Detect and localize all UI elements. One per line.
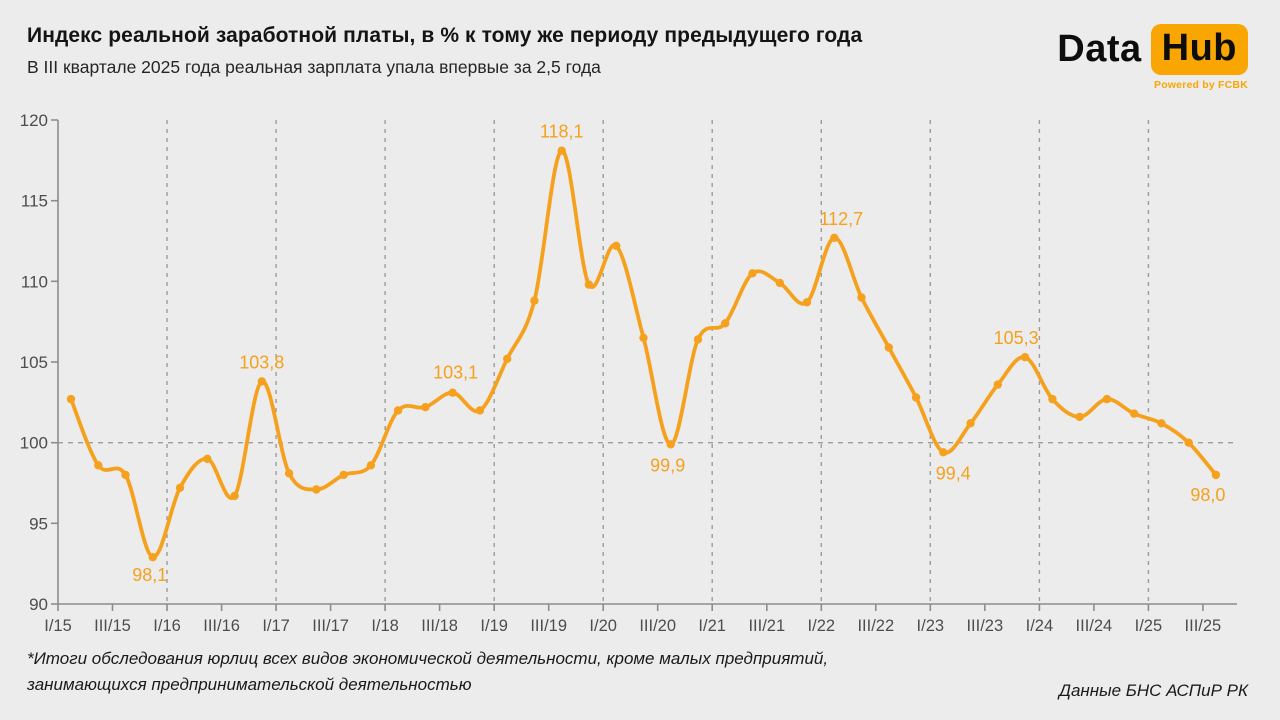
x-tick-label-I/17: I/17 xyxy=(262,617,290,635)
data-point-III/21 xyxy=(775,278,784,288)
wage-index-line xyxy=(69,148,1218,560)
data-point-III/16 xyxy=(230,491,239,501)
x-tick-label-I/24: I/24 xyxy=(1026,617,1054,635)
y-tick-label-105: 105 xyxy=(20,353,48,372)
data-point-I/24 xyxy=(1048,394,1057,404)
y-tick-label-110: 110 xyxy=(21,272,48,291)
y-tick-label-100: 100 xyxy=(20,434,48,453)
footnote-line-1: *Итоги обследования юрлиц всех видов эко… xyxy=(27,649,829,668)
data-label-III/18: 103,1 xyxy=(433,363,478,383)
data-point-I/21 xyxy=(721,319,730,328)
data-point-II/17 xyxy=(312,485,321,494)
x-tick-label-III/17: III/17 xyxy=(312,617,349,635)
x-tick-label-I/18: I/18 xyxy=(371,617,399,635)
x-tick-label-III/23: III/23 xyxy=(966,617,1003,635)
data-point-III/25 xyxy=(1211,470,1221,480)
chart-title: Индекс реальной заработной платы, в % к … xyxy=(27,24,863,47)
logo-text-hub: Hub xyxy=(1150,24,1248,75)
data-label-III/25: 98,0 xyxy=(1190,485,1225,505)
data-label-I/22: 112,7 xyxy=(819,209,863,229)
data-point-III/20 xyxy=(666,440,675,449)
data-point-IV/17 xyxy=(366,461,376,470)
data-label-I/23: 99,4 xyxy=(936,463,971,483)
data-point-I/17 xyxy=(284,469,294,478)
data-point-II/25 xyxy=(1184,438,1193,447)
y-tick-label-115: 115 xyxy=(21,192,48,211)
data-label-IV/16: 103,8 xyxy=(239,352,284,372)
y-tick-label-95: 95 xyxy=(29,514,48,533)
data-point-I/25 xyxy=(1157,419,1166,428)
data-point-IV/16 xyxy=(257,377,266,386)
data-label-III/20: 99,9 xyxy=(650,455,685,475)
data-source: Данные БНС АСПиР РК xyxy=(1058,681,1248,700)
data-point-II/22 xyxy=(857,293,866,302)
x-tick-label-I/25: I/25 xyxy=(1135,617,1163,635)
datahub-logo-wordmark: Data Hub xyxy=(1057,24,1248,75)
data-point-II/19 xyxy=(530,296,539,305)
logo-text-data: Data xyxy=(1057,28,1142,70)
data-label-III/19: 118,1 xyxy=(540,122,584,142)
data-point-III/18 xyxy=(448,388,457,397)
data-label-IV/15: 98,1 xyxy=(132,565,167,585)
data-point-II/21 xyxy=(748,269,757,278)
data-point-I/18 xyxy=(393,406,403,415)
x-tick-label-III/24: III/24 xyxy=(1076,617,1113,635)
footnote: *Итоги обследования юрлиц всех видов эко… xyxy=(27,646,828,697)
real-wage-index-line-chart: 90 95 100 105 110 115 120 I/15 III/15 I/16 III/16 I… xyxy=(20,111,1237,635)
x-tick-label-I/15: I/15 xyxy=(44,617,72,635)
data-point-II/18 xyxy=(421,403,430,412)
data-point-I/19 xyxy=(503,354,512,363)
x-tick-label-III/25: III/25 xyxy=(1185,617,1222,635)
data-point-II/20 xyxy=(639,333,648,342)
data-point-III/15 xyxy=(121,470,130,480)
data-point-II/24 xyxy=(1075,412,1084,422)
data-point-III/19 xyxy=(557,146,566,155)
x-tick-label-I/19: I/19 xyxy=(480,617,508,635)
data-label-IV/23: 105,3 xyxy=(994,328,1039,348)
data-point-I/15 xyxy=(66,394,76,404)
data-point-IV/20 xyxy=(693,335,703,344)
x-tick-label-III/19: III/19 xyxy=(530,617,567,635)
logo-tagline: Powered by FCBK xyxy=(1153,79,1248,91)
data-point-I/23 xyxy=(939,448,948,457)
y-tick-label-120: 120 xyxy=(20,111,48,130)
data-point-II/23 xyxy=(966,419,975,428)
data-point-IV/24 xyxy=(1129,409,1139,418)
data-point-I/20 xyxy=(612,241,621,250)
datahub-logo: Data Hub Powered by FCBK xyxy=(1057,24,1248,91)
x-tick-label-III/21: III/21 xyxy=(748,617,785,635)
data-point-IV/18 xyxy=(475,406,485,415)
x-tick-label-III/15: III/15 xyxy=(94,617,131,635)
data-point-IV/23 xyxy=(1020,353,1030,362)
y-tick-label-90: 90 xyxy=(29,595,48,614)
x-tick-label-III/18: III/18 xyxy=(421,617,458,635)
x-tick-label-I/16: I/16 xyxy=(153,617,181,635)
data-point-IV/21 xyxy=(802,298,812,307)
data-point-IV/15 xyxy=(148,553,157,562)
data-point-IV/22 xyxy=(911,393,921,402)
data-point-II/15 xyxy=(94,461,103,470)
x-tick-label-III/16: III/16 xyxy=(203,617,240,635)
x-tick-label-III/22: III/22 xyxy=(857,617,894,635)
x-tick-label-III/20: III/20 xyxy=(639,617,676,635)
chart-subtitle: В III квартале 2025 года реальная зарпла… xyxy=(27,57,601,77)
data-point-III/17 xyxy=(339,470,348,480)
x-tick-label-I/21: I/21 xyxy=(698,617,726,635)
data-point-I/16 xyxy=(175,483,185,492)
data-point-I/22 xyxy=(830,233,839,242)
x-tick-label-I/20: I/20 xyxy=(589,617,617,635)
x-tick-label-I/22: I/22 xyxy=(808,617,836,635)
x-tick-label-I/23: I/23 xyxy=(917,617,945,635)
data-point-III/24 xyxy=(1102,394,1112,404)
data-point-IV/19 xyxy=(584,280,594,289)
data-point-III/22 xyxy=(884,343,893,352)
data-point-II/16 xyxy=(203,454,212,463)
footnote-line-2: занимающихся предпринимательской деятель… xyxy=(27,674,472,694)
data-point-III/23 xyxy=(993,380,1002,389)
